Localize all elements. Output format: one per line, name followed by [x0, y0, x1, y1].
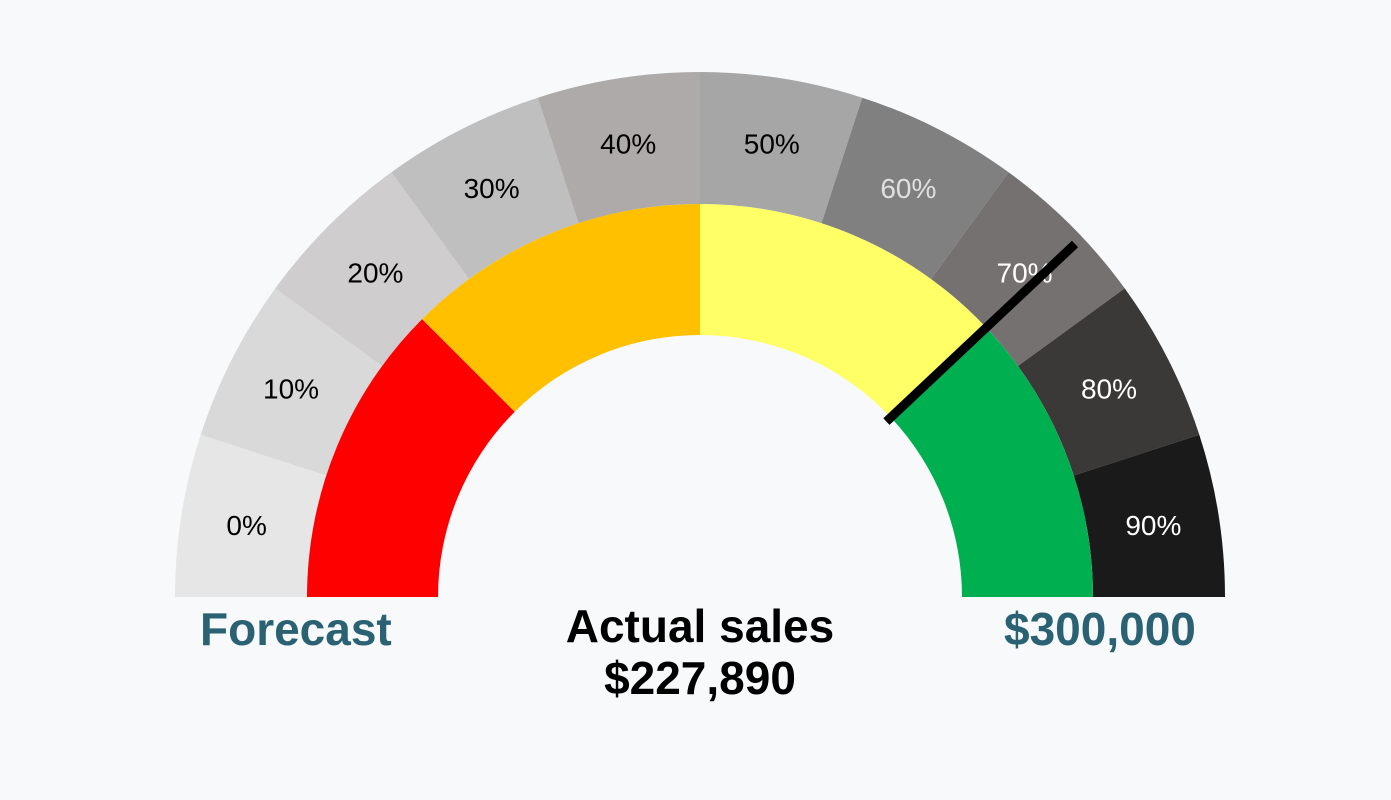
outer-segment-0: [175, 434, 327, 597]
inner-band-3: [890, 327, 1093, 597]
gauge-needle: [883, 240, 1079, 425]
outer-segment-6: [821, 97, 1009, 280]
actual-sales-value: $227,890: [604, 652, 796, 704]
inner-band-1: [422, 204, 700, 412]
outer-segment-1: [200, 288, 383, 476]
needle-layer: [883, 240, 1079, 425]
outer-segment-4: [537, 72, 700, 224]
outer-segment-label-0: 0%: [226, 510, 266, 541]
inner-ring: [307, 204, 1093, 597]
outer-segment-label-4: 40%: [600, 129, 656, 160]
outer-segment-7: [930, 172, 1125, 367]
actual-sales-title: Actual sales: [565, 600, 835, 652]
outer-segment-8: [1017, 288, 1200, 476]
outer-segment-label-1: 10%: [263, 374, 319, 405]
forecast-label: Forecast: [200, 603, 392, 655]
outer-segment-label-8: 80%: [1081, 374, 1137, 405]
inner-band-2: [700, 204, 987, 418]
outer-segment-label-5: 50%: [744, 129, 800, 160]
target-value-label: $300,000: [1004, 603, 1196, 655]
outer-ring: [175, 72, 1225, 597]
actual-sales-block: Actual sales $227,890: [450, 600, 950, 704]
outer-segment-2: [275, 172, 470, 367]
outer-segment-label-2: 20%: [347, 257, 403, 288]
outer-segment-3: [391, 97, 579, 280]
inner-band-0: [307, 319, 515, 597]
outer-segment-label-6: 60%: [880, 173, 936, 204]
outer-segment-label-3: 30%: [464, 173, 520, 204]
outer-ring-labels: 0%10%20%30%40% 50%60%70%80%90%: [226, 129, 1181, 542]
outer-segment-5: [700, 72, 863, 224]
outer-segment-label-9: 90%: [1125, 510, 1181, 541]
outer-segment-9: [1073, 434, 1225, 597]
